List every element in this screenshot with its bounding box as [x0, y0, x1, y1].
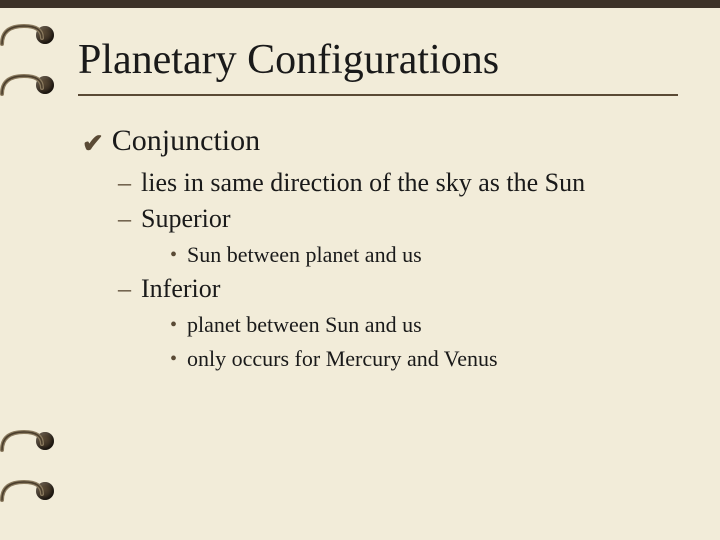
bullet-level2-label: Superior [141, 204, 231, 234]
bullet-level1: ✔ Conjunction [82, 124, 688, 158]
bullet-level3-label: planet between Sun and us [187, 312, 422, 338]
binder-ring-icon [0, 430, 44, 452]
bullet-level2-label: Inferior [141, 274, 220, 304]
bullet-level1-label: Conjunction [112, 124, 260, 158]
checkmark-icon: ✔ [82, 131, 104, 157]
binder-ring-icon [0, 480, 44, 502]
bullet-level2: – lies in same direction of the sky as t… [118, 168, 688, 198]
dot-icon: • [170, 315, 177, 335]
binder-ring-icon [0, 74, 44, 96]
title-underline [78, 94, 678, 96]
bullet-level3-label: Sun between planet and us [187, 242, 422, 268]
dot-icon: • [170, 245, 177, 265]
dot-icon: • [170, 349, 177, 369]
binder-ring-icon [0, 24, 44, 46]
slide-title: Planetary Configurations [78, 36, 688, 84]
top-accent-bar [0, 0, 720, 8]
bullet-level2: – Superior [118, 204, 688, 234]
bullet-level3-label: only occurs for Mercury and Venus [187, 346, 498, 372]
dash-icon: – [118, 170, 131, 196]
bullet-level3: • only occurs for Mercury and Venus [170, 346, 688, 372]
bullet-level3: • Sun between planet and us [170, 242, 688, 268]
dash-icon: – [118, 206, 131, 232]
spiral-binder [0, 0, 60, 540]
slide-content: Planetary Configurations ✔ Conjunction –… [78, 36, 688, 376]
dash-icon: – [118, 276, 131, 302]
bullet-level2-label: lies in same direction of the sky as the… [141, 168, 585, 198]
bullet-level3: • planet between Sun and us [170, 312, 688, 338]
bullet-level2: – Inferior [118, 274, 688, 304]
